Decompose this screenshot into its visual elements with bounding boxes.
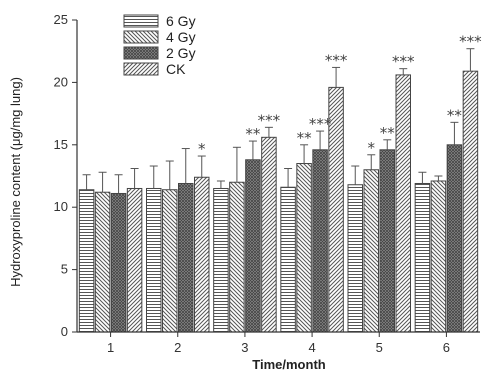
bar-6gy-1 — [78, 189, 95, 333]
bar-4gy-2 — [162, 189, 178, 333]
x-tick-label: 1 — [107, 340, 114, 355]
legend-swatch — [123, 14, 159, 28]
bar-4gy-5 — [363, 169, 379, 333]
bar-ck-1 — [126, 187, 143, 333]
bar-6gy-6 — [414, 182, 431, 333]
legend-swatch — [123, 46, 159, 60]
bar-6gy-5 — [347, 184, 363, 333]
x-tick-label: 4 — [308, 340, 315, 355]
x-axis-title: Time/month — [252, 357, 325, 372]
x-ticks: 1 2 3 4 5 6 — [107, 332, 450, 355]
bar-6gy-2 — [146, 187, 162, 333]
bar-4gy-1 — [94, 191, 111, 333]
y-tick-label: 0 — [61, 324, 68, 339]
bars-layer — [78, 70, 479, 333]
significance-stars: ** — [380, 124, 396, 142]
bar-6gy-4 — [280, 186, 296, 333]
bar-4gy-3 — [229, 181, 245, 333]
significance-stars: * — [198, 140, 206, 158]
bar-2gy-4 — [312, 149, 328, 333]
bar-ck-3 — [261, 136, 277, 333]
significance-stars: *** — [392, 53, 415, 71]
bar-4gy-6 — [430, 180, 447, 333]
y-tick-label: 25 — [54, 12, 68, 27]
x-tick-label: 6 — [443, 340, 450, 355]
bar-2gy-3 — [245, 159, 261, 333]
y-tick-label: 5 — [61, 262, 68, 277]
bar-4gy-4 — [296, 163, 312, 333]
bar-ck-2 — [194, 176, 210, 333]
significance-stars: *** — [325, 51, 348, 69]
significance-stars: ** — [297, 129, 313, 147]
significance-stars: * — [368, 139, 376, 157]
significance-stars: ** — [245, 125, 261, 143]
x-tick-label: 3 — [241, 340, 248, 355]
bar-2gy-1 — [110, 192, 127, 333]
bar-2gy-6 — [446, 144, 463, 333]
y-tick-label: 10 — [54, 199, 68, 214]
significance-stars: *** — [309, 115, 332, 133]
x-tick-label: 2 — [174, 340, 181, 355]
legend-label: 2 Gy — [166, 45, 196, 61]
bar-ck-6 — [462, 70, 479, 333]
bar-2gy-5 — [379, 149, 395, 333]
legend-label: 6 Gy — [166, 13, 196, 29]
significance-stars: *** — [258, 111, 281, 129]
significance-layer: ************************* — [198, 33, 482, 158]
significance-stars: *** — [459, 33, 482, 51]
error-bars-layer — [82, 48, 475, 194]
legend-label: 4 Gy — [166, 29, 196, 45]
bar-6gy-3 — [213, 187, 229, 333]
significance-stars: ** — [447, 106, 463, 124]
y-ticks: 0 5 10 15 20 25 — [54, 12, 77, 339]
legend-swatch — [123, 30, 159, 44]
y-axis-title: Hydroxyproline content (μg/mg lung) — [8, 77, 23, 287]
bar-ck-5 — [395, 74, 411, 333]
legend-swatch — [123, 62, 159, 76]
y-tick-label: 15 — [54, 137, 68, 152]
bar-2gy-2 — [178, 182, 194, 333]
legend-label: CK — [166, 61, 186, 77]
x-tick-label: 5 — [376, 340, 383, 355]
y-tick-label: 20 — [54, 74, 68, 89]
